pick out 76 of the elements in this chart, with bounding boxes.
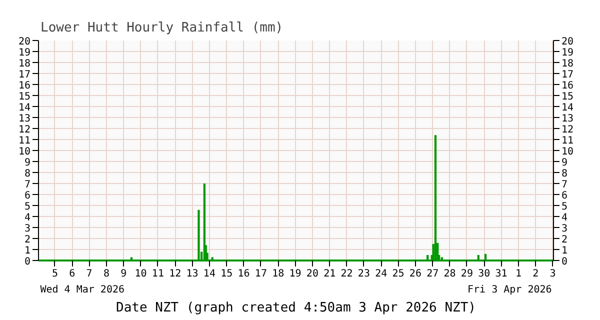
y-tick-label: 16 [18,80,31,92]
y-tick-label: 10 [18,146,31,158]
y2-tick-label: 19 [562,48,574,58]
y-tick-label: 18 [18,58,31,70]
y2-tick-label: 17 [562,70,574,80]
y2-tick-label: 15 [562,92,574,102]
x-tick-label: 10 [134,268,147,280]
y2-tick-label: 1 [562,246,568,256]
y-tick-label: 19 [18,48,31,58]
x-tick-label: 26 [409,268,422,280]
y-tick-label: 3 [24,224,31,234]
text: Wed 4 Mar 2026 [40,284,125,296]
y2-tick-label: 3 [562,224,568,234]
y-tick-label: 7 [24,180,31,190]
x-tick-label: 6 [69,268,76,280]
y-tick-label: 12 [18,124,31,136]
chart-title: Lower Hutt Hourly Rainfall (mm) [40,20,284,36]
x-tick-label: 7 [86,268,92,280]
y2-tick-label: 14 [562,102,574,114]
x-tick-label: 18 [272,268,284,280]
x-tick-label: 21 [324,268,336,280]
y2-tick-label: 5 [562,202,568,212]
y2-tick-label: 2 [562,234,568,246]
x-tick-label: 14 [203,268,216,280]
x-tick-label: 28 [444,268,456,280]
x-tick-label: 2 [532,268,539,280]
y2-tick-label: 10 [562,146,574,158]
x-tick-label: 24 [375,268,388,280]
y-tick-label: 5 [24,202,31,212]
x-tick-label: 27 [426,268,439,280]
y2-tick-label: 9 [562,158,568,168]
x-tick-label: 13 [186,268,198,280]
x-tick-label: 11 [152,268,164,280]
x-tick-label: 29 [460,268,473,280]
y2-tick-label: 16 [562,80,574,92]
y2-tick-label: 13 [562,114,574,124]
y-tick-label: 4 [24,212,31,224]
x-tick-label: 9 [120,268,127,280]
y2-tick-label: 0 [562,256,568,268]
x-tick-label: 8 [103,268,110,280]
x-tick-label: 19 [289,268,302,280]
x-axis-title: Date NZT (graph created 4:50am 3 Apr 2026 NZT) [116,300,476,316]
x-tick-label: 20 [306,268,318,280]
y-tick-label: 2 [24,234,31,246]
y-tick-label: 17 [18,70,31,80]
y-tick-label: 15 [18,92,31,102]
y-tick-label: 20 [18,36,31,48]
y-tick-label: 8 [24,168,31,180]
x-tick-label: 22 [340,268,353,280]
y2-tick-label: 8 [562,168,568,180]
y-tick-label: 14 [18,102,31,114]
y2-tick-label: 7 [562,180,568,190]
x-tick-label: 30 [478,268,490,280]
y2-tick-label: 20 [562,36,574,48]
x-tick-label: 16 [238,268,250,280]
x-tick-label: 3 [550,268,556,280]
y2-tick-label: 11 [562,136,574,146]
y-tick-label: 1 [24,246,31,256]
y2-tick-label: 18 [562,58,574,70]
x-tick-label: 12 [169,268,182,280]
y-tick-label: 0 [24,256,31,268]
x-tick-label: 15 [220,268,233,280]
x-tick-label: 1 [515,268,522,280]
x-tick-label: 25 [392,268,404,280]
y-tick-label: 11 [18,136,31,146]
y2-tick-label: 12 [562,124,574,136]
x-tick-label: 23 [358,268,370,280]
x-tick-label: 5 [52,268,58,280]
y2-tick-label: 4 [562,212,568,224]
text: Fri 3 Apr 2026 [467,284,552,296]
x-tick-label: 17 [254,268,267,280]
y-tick-label: 13 [18,114,31,124]
y-tick-label: 6 [24,190,31,202]
x-tick-label: 31 [495,268,508,280]
y-tick-label: 9 [24,158,31,168]
y2-tick-label: 6 [562,190,568,202]
